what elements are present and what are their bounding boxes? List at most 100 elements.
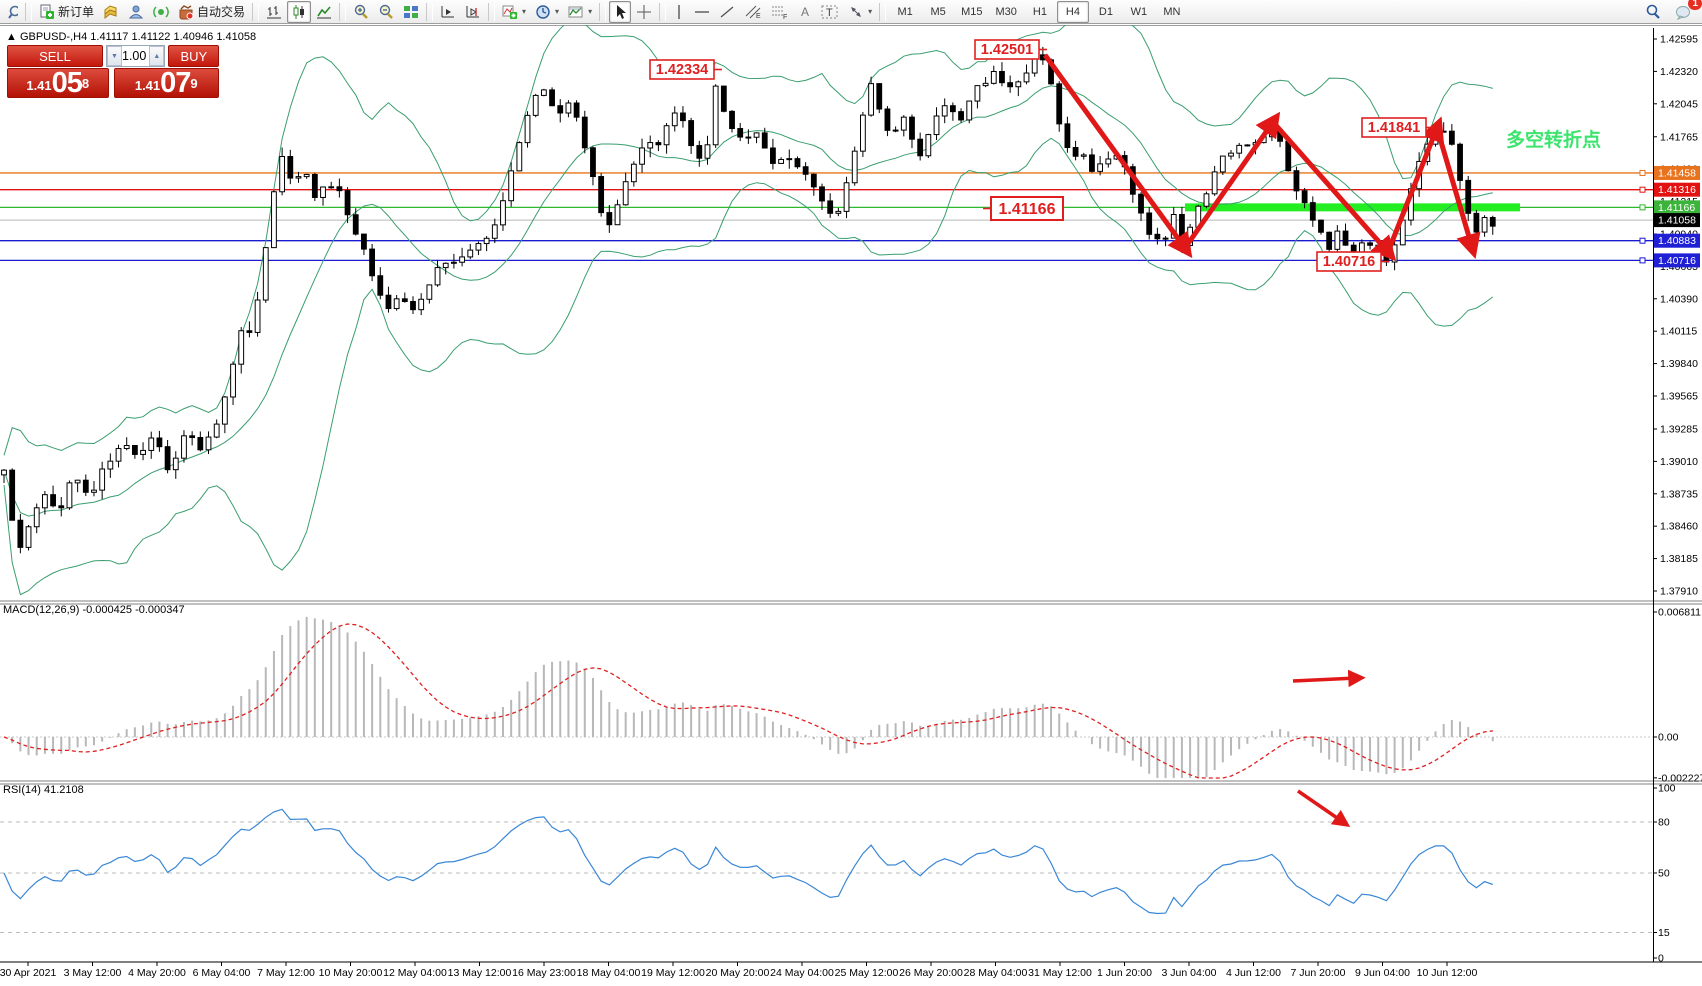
text-tool-button[interactable]: A (794, 1, 816, 23)
line-chart-mode-button[interactable] (312, 1, 336, 23)
timeframe-m5-button[interactable]: M5 (922, 1, 954, 23)
zoom-in-button[interactable] (349, 1, 373, 23)
tile-windows-button[interactable] (399, 1, 423, 23)
templates-button[interactable]: ▾ (564, 1, 596, 23)
periods-button[interactable]: ▾ (531, 1, 563, 23)
trend-zigzag-segment[interactable] (1271, 120, 1397, 262)
candle (557, 105, 564, 114)
candle (42, 494, 48, 509)
candle (1481, 216, 1488, 233)
candle-chart-mode-button[interactable] (287, 0, 312, 23)
timeframe-label: H1 (1032, 5, 1047, 18)
sell-price-button[interactable]: 1.41 05 8 (7, 68, 109, 98)
search-button[interactable] (1641, 1, 1665, 23)
trend-zigzag-segment[interactable] (1434, 127, 1481, 259)
volume-decrease-button[interactable]: ▼ (107, 46, 122, 66)
timeframe-m30-button[interactable]: M30 (990, 1, 1023, 23)
line-anchor-square[interactable] (1639, 257, 1646, 264)
autotrading-button[interactable]: 自动交易 (174, 1, 249, 23)
line-anchor-square[interactable] (1639, 204, 1646, 211)
notifications-button[interactable]: 1 (1671, 0, 1702, 23)
vertical-line-tool-button[interactable] (669, 1, 689, 23)
trend-zigzag-segment[interactable] (1042, 53, 1193, 259)
timeframe-d1-button[interactable]: D1 (1090, 1, 1122, 23)
candle (892, 129, 899, 132)
text-label-tool-button[interactable]: T (817, 1, 843, 23)
market-watch-icon-button[interactable] (2, 1, 22, 23)
x-tick-label: 16 May 23:00 (512, 967, 576, 979)
candle (1301, 190, 1308, 204)
rsi-annotation-arrow[interactable] (1297, 789, 1351, 827)
candle (982, 82, 989, 87)
arrows-tool-button[interactable]: ▾ (844, 1, 876, 23)
toolbar-separator (426, 2, 434, 21)
toolbar-separator (252, 2, 260, 21)
svg-text:A: A (801, 5, 809, 19)
horizontal-line-tool-button[interactable] (690, 1, 714, 23)
bar-chart-icon (267, 5, 282, 18)
x-tick-label: 6 May 04:00 (193, 967, 251, 979)
equidistant-channel-tool-button[interactable]: E (740, 1, 766, 23)
signals-button[interactable] (149, 1, 173, 23)
crosshair-tool-button[interactable] (632, 1, 656, 23)
candle (819, 186, 825, 202)
timeframe-h4-button[interactable]: H4 (1056, 0, 1089, 23)
trend-zigzag-segment[interactable] (1182, 111, 1281, 250)
trendline-tool-button[interactable] (715, 1, 739, 23)
timeframe-mn-button[interactable]: MN (1156, 1, 1188, 23)
sell-price-small: 1.41 (26, 78, 52, 93)
green-highlight-band[interactable] (1185, 203, 1520, 212)
candle (1089, 154, 1095, 172)
price-badge-1.41058 (1654, 213, 1700, 228)
macd-annotation-arrow[interactable] (1292, 669, 1366, 688)
buy-label: BUY (180, 48, 208, 64)
line-anchor-square[interactable] (1639, 169, 1646, 176)
line-anchor-square[interactable] (1639, 237, 1646, 244)
trend-zigzag-segment[interactable] (1385, 116, 1445, 253)
candle (58, 505, 65, 509)
signal-icon (153, 5, 169, 18)
candle (655, 142, 662, 146)
candle (1162, 237, 1169, 240)
timeframe-m15-button[interactable]: M15 (955, 1, 988, 23)
fibonacci-tool-button[interactable]: F (767, 1, 793, 23)
candle (1097, 163, 1104, 172)
price-badge-1.40716 (1654, 253, 1700, 268)
svg-text:F: F (783, 14, 787, 20)
macd-label: MACD(12,26,9) -0.000425 -0.000347 (3, 604, 185, 616)
buy-price-button[interactable]: 1.41 07 9 (113, 67, 219, 99)
timeframe-m1-button[interactable]: M1 (889, 1, 921, 23)
volume-stepper[interactable]: ▼ 1.00 ▲ (106, 45, 166, 67)
candle (131, 444, 138, 455)
profiles-button[interactable] (124, 1, 148, 23)
candle (491, 224, 498, 239)
x-tick-label: 7 Jun 20:00 (1291, 967, 1346, 979)
buy-button[interactable]: BUY (168, 45, 220, 67)
candle (238, 330, 245, 365)
sell-button[interactable]: SELL (7, 45, 103, 67)
candle (205, 436, 212, 451)
candle (753, 132, 760, 138)
timeframe-h1-button[interactable]: H1 (1024, 1, 1056, 23)
zoom-out-button[interactable] (374, 1, 398, 23)
volume-increase-button[interactable]: ▲ (149, 46, 165, 66)
candle (835, 210, 842, 214)
candle (1072, 147, 1079, 157)
y-tick-label: 1.40115 (1660, 326, 1697, 338)
candle (418, 298, 425, 311)
buy-price-big: 07 (160, 67, 191, 99)
indicators-button[interactable]: ▾ (498, 1, 530, 23)
annotation-label: 1.41166 (999, 201, 1056, 218)
line-anchor-square[interactable] (1639, 186, 1646, 193)
timeframe-w1-button[interactable]: W1 (1123, 1, 1155, 23)
new-order-button[interactable]: 新订单 (35, 1, 98, 23)
new-chart-button[interactable] (99, 1, 123, 23)
price-badge-1.40883 (1654, 233, 1700, 248)
auto-scroll-button[interactable] (436, 1, 460, 23)
dropdown-caret-icon: ▾ (522, 7, 527, 16)
chart-canvas[interactable]: 1.425951.423201.420451.417651.414901.412… (0, 6, 1702, 986)
rsi-scale-label: 0 (1658, 953, 1664, 965)
cursor-tool-button[interactable] (609, 0, 632, 23)
chart-shift-button[interactable] (461, 1, 485, 23)
bar-chart-mode-button[interactable] (262, 1, 286, 23)
